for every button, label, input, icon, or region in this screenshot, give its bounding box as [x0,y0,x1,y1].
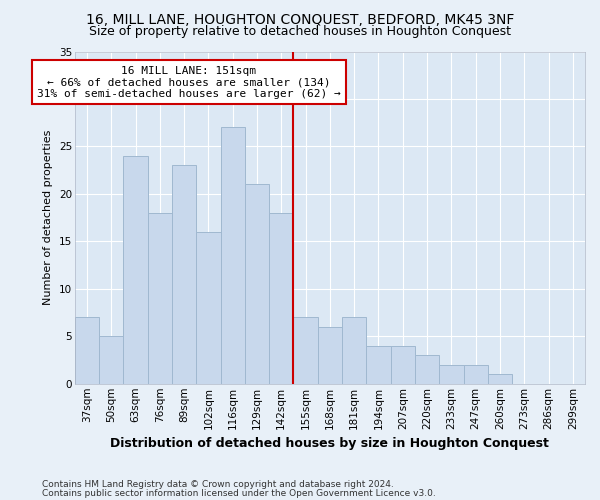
Bar [293,318,318,384]
Bar [221,128,245,384]
Text: Contains HM Land Registry data © Crown copyright and database right 2024.: Contains HM Land Registry data © Crown c… [42,480,394,489]
Bar [75,318,99,384]
X-axis label: Distribution of detached houses by size in Houghton Conquest: Distribution of detached houses by size … [110,437,550,450]
Bar [318,327,342,384]
Bar [196,232,221,384]
Text: 16, MILL LANE, HOUGHTON CONQUEST, BEDFORD, MK45 3NF: 16, MILL LANE, HOUGHTON CONQUEST, BEDFOR… [86,12,514,26]
Text: Size of property relative to detached houses in Houghton Conquest: Size of property relative to detached ho… [89,25,511,38]
Bar [464,365,488,384]
Bar [172,166,196,384]
Y-axis label: Number of detached properties: Number of detached properties [43,130,53,306]
Bar [124,156,148,384]
Bar [245,184,269,384]
Bar [269,213,293,384]
Bar [391,346,415,384]
Bar [367,346,391,384]
Bar [148,213,172,384]
Bar [342,318,367,384]
Text: Contains public sector information licensed under the Open Government Licence v3: Contains public sector information licen… [42,488,436,498]
Bar [488,374,512,384]
Bar [439,365,464,384]
Bar [99,336,124,384]
Bar [415,356,439,384]
Text: 16 MILL LANE: 151sqm
← 66% of detached houses are smaller (134)
31% of semi-deta: 16 MILL LANE: 151sqm ← 66% of detached h… [37,66,341,99]
